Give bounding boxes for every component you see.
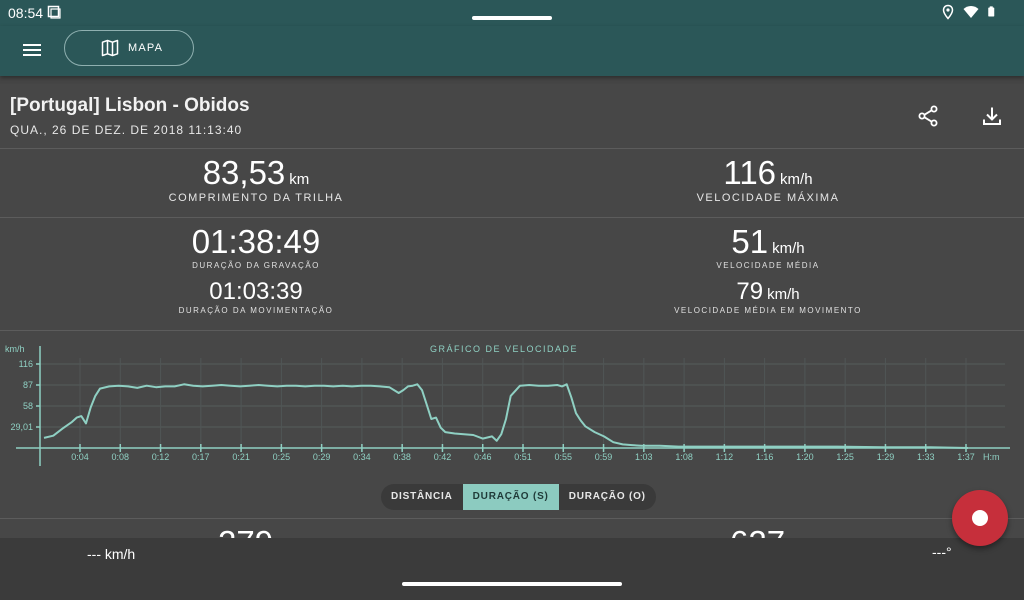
y-tick-label: 58: [23, 401, 33, 411]
x-tick-label: 0:38: [393, 452, 411, 462]
chart-title: GRÁFICO DE VELOCIDADE: [430, 344, 578, 354]
x-tick-label: 1:16: [756, 452, 774, 462]
option-distance[interactable]: DISTÂNCIA: [381, 484, 463, 510]
divider: [0, 148, 1024, 149]
x-tick-label: 1:12: [716, 452, 734, 462]
avg-speed-value: 51: [731, 223, 768, 260]
x-tick-label: 0:12: [152, 452, 170, 462]
x-tick-label: 0:59: [595, 452, 613, 462]
map-button[interactable]: MAPA: [64, 30, 194, 66]
x-tick-label: 0:51: [514, 452, 532, 462]
track-length-label: COMPRIMENTO DA TRILHA: [0, 192, 512, 204]
max-speed-unit: km/h: [780, 171, 813, 188]
avg-speed-stat: 51 km/h VELOCIDADE MÉDIA: [512, 223, 1024, 270]
recording-duration-stat: 01:38:49 DURAÇÃO DA GRAVAÇÃO: [0, 223, 512, 270]
y-axis-unit: km/h: [5, 344, 25, 354]
x-tick-label: 0:17: [192, 452, 210, 462]
speed-series-line: [44, 384, 968, 448]
partial-stat-left: 279: [218, 524, 273, 538]
avg-moving-speed-value: 79: [736, 278, 763, 305]
current-bearing: ---°: [932, 544, 952, 560]
moving-duration-stat: 01:03:39 DURAÇÃO DA MOVIMENTAÇÃO: [0, 278, 512, 315]
avg-moving-speed-stat: 79 km/h VELOCIDADE MÉDIA EM MOVIMENTO: [512, 278, 1024, 315]
max-speed-label: VELOCIDADE MÁXIMA: [512, 192, 1024, 204]
max-speed-value: 116: [723, 154, 776, 191]
avg-speed-label: VELOCIDADE MÉDIA: [512, 261, 1024, 270]
x-axis-unit: H:m: [983, 452, 1000, 462]
x-tick-label: 0:46: [474, 452, 492, 462]
download-icon[interactable]: [980, 104, 1004, 128]
x-tick-label: 1:29: [877, 452, 895, 462]
x-tick-label: 1:33: [917, 452, 935, 462]
record-button[interactable]: [952, 490, 1008, 546]
speed-chart[interactable]: GRÁFICO DE VELOCIDADE km/h H:m 116 87 58 29…: [0, 338, 1024, 468]
menu-icon[interactable]: [20, 38, 44, 62]
max-speed-stat: 116 km/h VELOCIDADE MÁXIMA: [512, 154, 1024, 204]
x-tick-label: 1:08: [675, 452, 693, 462]
track-details: [Portugal] Lisbon - Obidos QUA., 26 DE D…: [0, 84, 1024, 538]
option-duration-s[interactable]: DURAÇÃO (S): [463, 484, 559, 510]
partial-stat-right: 627: [730, 524, 785, 538]
screenshot-icon: [47, 5, 61, 19]
y-tick-label: 87: [23, 380, 33, 390]
recording-duration-label: DURAÇÃO DA GRAVAÇÃO: [0, 261, 512, 270]
map-button-label: MAPA: [128, 42, 163, 54]
track-length-stat: 83,53 km COMPRIMENTO DA TRILHA: [0, 154, 512, 204]
record-icon: [972, 510, 988, 526]
chart-grid: [40, 358, 1005, 448]
battery-icon: [986, 4, 998, 20]
notch-indicator: [472, 16, 552, 20]
wifi-icon: [962, 4, 980, 20]
home-indicator[interactable]: [402, 582, 622, 586]
current-speed: --- km/h: [87, 546, 135, 562]
x-tick-label: 0:04: [71, 452, 89, 462]
moving-duration-value: 01:03:39: [0, 278, 512, 306]
x-tick-label: 0:42: [434, 452, 452, 462]
x-tick-label: 1:25: [836, 452, 854, 462]
app-bar: MAPA: [0, 26, 1024, 76]
y-tick-label: 116: [19, 359, 33, 369]
x-tick-label: 0:21: [232, 452, 250, 462]
x-tick-label: 1:20: [796, 452, 814, 462]
location-icon: [940, 4, 956, 20]
y-tick-label: 29,01: [10, 422, 33, 432]
partial-stats-row: 279 627: [0, 518, 1024, 538]
map-icon: [100, 38, 120, 58]
status-icons: [940, 4, 998, 20]
avg-moving-speed-label: VELOCIDADE MÉDIA EM MOVIMENTO: [512, 306, 1024, 315]
avg-moving-speed-unit: km/h: [767, 286, 800, 303]
x-tick-label: 0:55: [555, 452, 573, 462]
divider: [0, 217, 1024, 218]
x-tick-label: 1:37: [957, 452, 975, 462]
status-time: 08:54: [8, 5, 43, 21]
track-length-unit: km: [289, 171, 309, 188]
moving-duration-label: DURAÇÃO DA MOVIMENTAÇÃO: [0, 306, 512, 315]
x-tick-label: 0:34: [353, 452, 371, 462]
track-date: QUA., 26 DE DEZ. DE 2018 11:13:40: [10, 123, 242, 137]
divider: [0, 330, 1024, 331]
avg-speed-unit: km/h: [772, 240, 805, 257]
bottom-bar: --- km/h ---°: [0, 538, 1024, 600]
option-duration-o[interactable]: DURAÇÃO (O): [559, 484, 656, 510]
x-tick-label: 1:03: [635, 452, 653, 462]
x-tick-label: 0:08: [112, 452, 130, 462]
share-icon[interactable]: [916, 104, 940, 128]
chart-axis-toggle: DISTÂNCIA DURAÇÃO (S) DURAÇÃO (O): [381, 484, 656, 510]
recording-duration-value: 01:38:49: [0, 223, 512, 261]
status-bar: 08:54: [0, 0, 1024, 26]
x-tick-label: 0:29: [313, 452, 331, 462]
track-length-value: 83,53: [203, 154, 286, 191]
x-tick-label: 0:25: [273, 452, 291, 462]
track-title: [Portugal] Lisbon - Obidos: [10, 95, 250, 117]
